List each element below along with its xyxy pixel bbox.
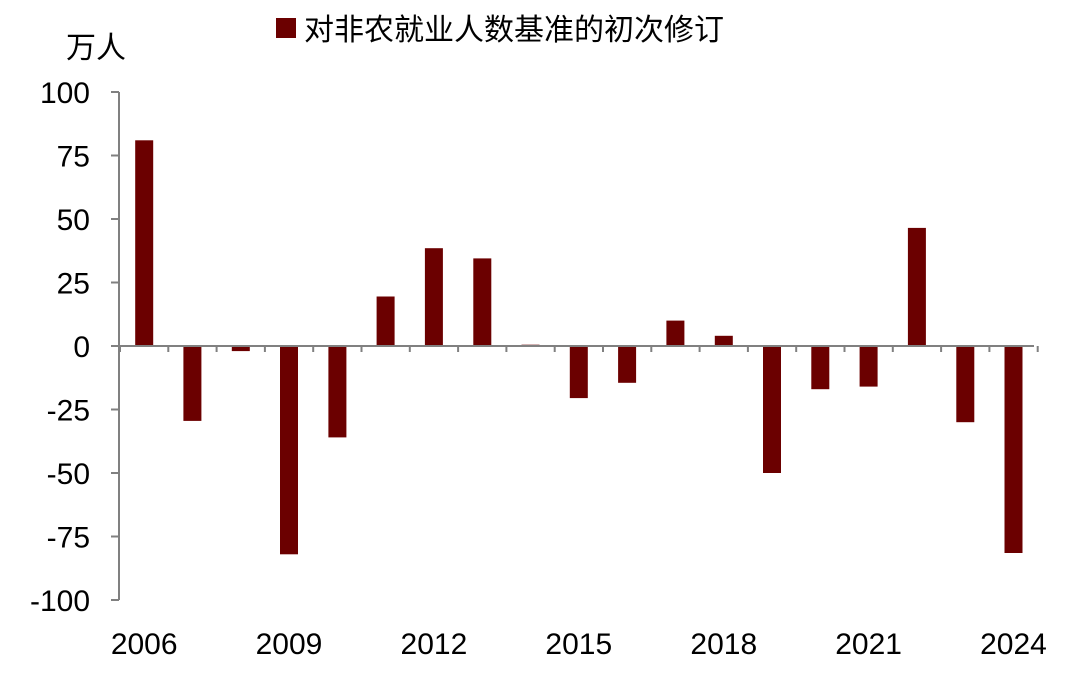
bar-2010 [328, 346, 347, 438]
bar-2023 [956, 346, 975, 423]
y-axis-unit-label: 万人 [66, 31, 126, 66]
bar-2012 [424, 248, 443, 346]
bar-2017 [666, 320, 685, 346]
bar-2009 [280, 346, 298, 555]
bar-2013 [473, 258, 492, 346]
x-tick-label: 2009 [256, 628, 323, 661]
x-axis: 2006 2009 2012 2015 2018 2021 2024 [111, 628, 1047, 661]
bar-2022 [907, 227, 926, 346]
bar-2015 [569, 346, 588, 399]
bar-2020 [811, 346, 830, 390]
x-tick-label: 2018 [690, 628, 757, 661]
bar-2016 [618, 346, 637, 383]
bar-2018 [714, 335, 733, 346]
y-tick-label: -75 [47, 522, 90, 555]
bar-2008 [231, 346, 250, 352]
y-tick-label: 75 [57, 141, 90, 174]
bar-2007 [183, 346, 202, 421]
x-tick-label: 2015 [545, 628, 612, 661]
x-tick-label: 2006 [111, 628, 178, 661]
y-tick-label: -100 [30, 585, 90, 618]
x-tick-label: 2012 [401, 628, 468, 661]
y-tick-label: 0 [73, 331, 90, 364]
y-tick-label: -50 [47, 458, 90, 491]
legend-swatch [276, 18, 296, 38]
y-axis: 100 75 50 25 0 -25 -50 -75 -100 [30, 77, 120, 618]
bar-2024 [1004, 346, 1023, 553]
zero-axis [119, 345, 1039, 352]
y-tick-label: -25 [47, 395, 90, 428]
y-tick-label: 25 [57, 268, 90, 301]
legend: 对非农就业人数基准的初次修订 [276, 13, 724, 48]
y-tick-label: 100 [40, 77, 90, 110]
x-tick-label: 2024 [980, 628, 1047, 661]
y-tick-label: 50 [57, 204, 90, 237]
bar-2019 [763, 346, 781, 473]
x-tick-label: 2021 [835, 628, 902, 661]
bar-2021 [859, 346, 878, 387]
bar-2006 [135, 140, 154, 346]
legend-label: 对非农就业人数基准的初次修订 [304, 13, 724, 48]
bars [135, 140, 1023, 555]
bar-2011 [376, 296, 395, 346]
